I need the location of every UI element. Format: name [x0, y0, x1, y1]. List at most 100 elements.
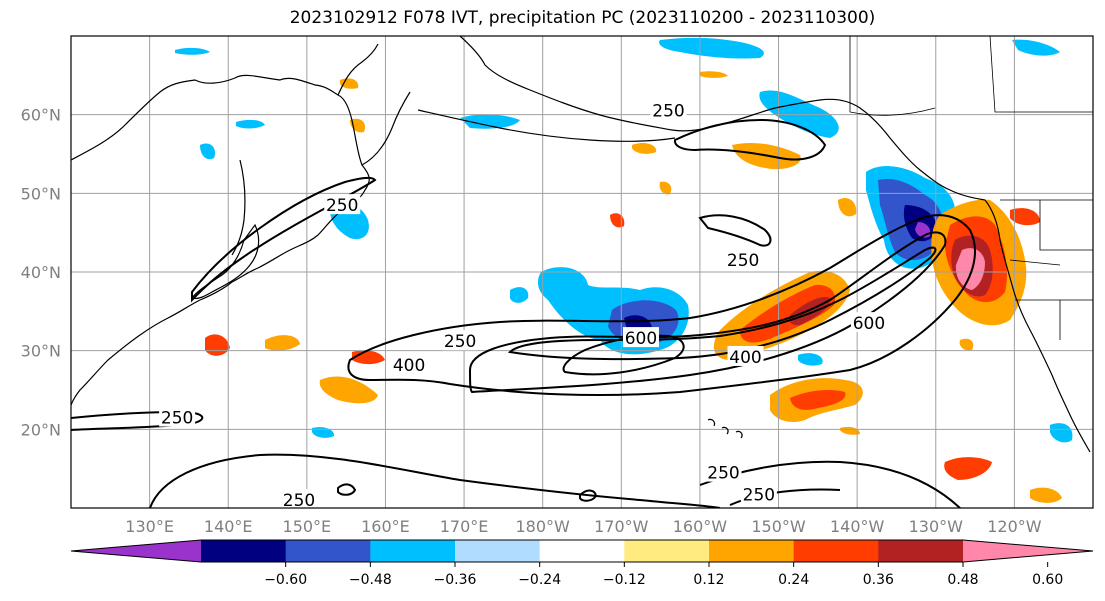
colorbar-segment	[709, 540, 795, 562]
precip-positive-region	[340, 78, 359, 89]
ivt-contour-250	[337, 483, 357, 496]
contour-label-background	[442, 330, 479, 351]
coastline-kamchatka	[337, 43, 411, 166]
precip-positive-region	[265, 335, 300, 351]
colorbar-segment	[878, 540, 964, 562]
colorbar-segment	[285, 540, 371, 562]
precip-negative-region	[200, 143, 216, 160]
ivt-contour-250	[191, 176, 377, 303]
coastline-hawaii	[707, 418, 743, 439]
latitude-tick-label: 30°N	[21, 342, 61, 361]
longitude-tick-label: 150°W	[751, 517, 806, 536]
contour-label-background	[622, 327, 659, 348]
precip-negative-region	[798, 353, 823, 366]
contour-label-background	[159, 406, 196, 427]
precip-positive-region	[632, 142, 657, 154]
colorbar-tick-label: −0.60	[264, 572, 307, 588]
precip-positive-region	[319, 376, 378, 404]
longitude-tick-label: 130°E	[125, 517, 174, 536]
contour-label-background	[650, 99, 687, 120]
contour-label-background	[324, 194, 361, 215]
colorbar-segment	[201, 540, 287, 562]
colorbar-tick-label: 0.60	[1032, 572, 1063, 588]
precip-negative-region	[1050, 423, 1073, 443]
longitude-tick-label: 150°E	[283, 517, 332, 536]
precip-positive-region	[1010, 208, 1040, 226]
colorbar-tick-labels: −0.60 −0.48 −0.36 −0.24 −0.12 0.12 0.24 0.36 0.4…	[264, 562, 1063, 588]
latitude-tick-label: 20°N	[21, 420, 61, 439]
precip-positive-region	[838, 197, 857, 217]
ivt-contour-250	[347, 214, 976, 397]
precip-positive-region	[790, 390, 846, 410]
colorbar-segment	[539, 540, 625, 562]
precip-negative-region	[1012, 39, 1060, 56]
colorbar-tick-label: −0.12	[603, 572, 646, 588]
contour-label: 400	[729, 348, 761, 368]
longitude-tick-label: 170°E	[440, 517, 489, 536]
longitude-tick-label: 140°E	[204, 517, 253, 536]
precip-positive-region	[955, 248, 985, 290]
colorbar-segment	[370, 540, 456, 562]
contour-label-background	[705, 461, 742, 482]
longitude-tick-label: 170°W	[594, 517, 649, 536]
political-borders	[849, 36, 1093, 340]
coastline-north-america	[984, 199, 1091, 453]
contour-label-background	[391, 353, 428, 374]
contour-label: 250	[326, 196, 358, 216]
colorbar-tick-label: −0.36	[434, 572, 477, 588]
contour-label: 400	[393, 356, 425, 376]
contour-label-background	[727, 345, 764, 366]
contour-label-background	[725, 249, 762, 270]
contour-label: 250	[707, 464, 739, 484]
contour-label-background	[280, 489, 317, 508]
colorbar-outline	[70, 539, 1094, 563]
precip-negative-region	[510, 287, 529, 303]
contour-label: 250	[727, 251, 759, 271]
coastline-aleutians	[417, 109, 676, 142]
latitude-tick-label: 50°N	[21, 184, 61, 203]
precip-positive-region	[1030, 487, 1062, 503]
precip-positive-region	[840, 426, 860, 435]
ivt-contour-600	[562, 334, 685, 376]
contour-label: 250	[743, 486, 775, 506]
precipitation-shading	[175, 37, 1073, 503]
precip-positive-region	[944, 457, 992, 480]
precip-positive-region	[959, 338, 974, 351]
contour-label: 250	[161, 409, 193, 429]
contour-label-background	[740, 483, 777, 504]
coastlines	[71, 36, 1091, 453]
colorbar-segment	[455, 540, 541, 562]
contour-label: 250	[283, 491, 315, 511]
precip-negative-region	[236, 119, 265, 129]
latitude-tick-label: 40°N	[21, 263, 61, 282]
colorbar-tick-label: 0.24	[778, 572, 809, 588]
colorbar	[70, 539, 1094, 563]
ivt-contour-400	[468, 231, 947, 394]
coastline-asia	[71, 74, 370, 406]
contour-label: 250	[652, 102, 684, 122]
precip-positive-region	[352, 350, 385, 365]
coastline-alaska	[459, 36, 986, 201]
precip-positive-region	[205, 334, 230, 356]
ivt-contour-250	[71, 410, 204, 431]
colorbar-tick-label: 0.36	[863, 572, 894, 588]
contour-label: 250	[444, 332, 476, 352]
colorbar-tick-label: 0.48	[947, 572, 978, 588]
ivt-contours	[71, 118, 976, 508]
colorbar-segment	[624, 540, 710, 562]
ivt-contour-250	[579, 489, 598, 502]
contour-label-background	[850, 312, 887, 333]
coastline-japan	[191, 223, 260, 300]
longitude-tick-label: 140°W	[830, 517, 885, 536]
graticule	[71, 36, 1093, 508]
contour-label: 600	[853, 314, 885, 334]
colorbar-segment	[963, 540, 1093, 562]
ivt-contour-250	[729, 488, 841, 506]
precip-negative-region	[175, 47, 210, 55]
contour-label: 600	[625, 329, 657, 349]
colorbar-segment	[793, 540, 879, 562]
precip-negative-region	[312, 427, 335, 438]
